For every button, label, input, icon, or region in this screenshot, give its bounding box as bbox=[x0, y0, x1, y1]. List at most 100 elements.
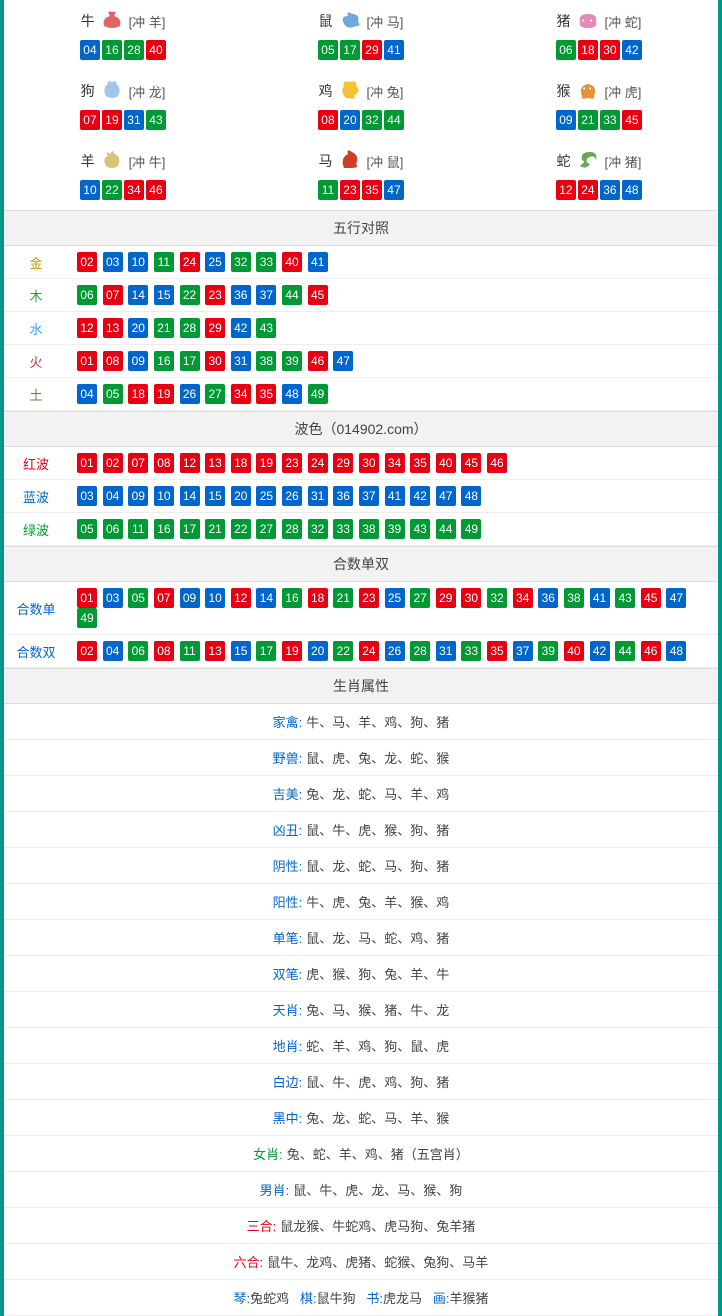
number-ball: 05 bbox=[318, 40, 338, 60]
number-ball: 16 bbox=[154, 351, 174, 371]
zodiac-numbers: 10223446 bbox=[4, 180, 242, 200]
number-ball: 25 bbox=[256, 486, 276, 506]
row-label: 绿波 bbox=[4, 513, 68, 546]
number-ball: 19 bbox=[102, 110, 122, 130]
attr-value: 兔、马、猴、猪、牛、龙 bbox=[306, 1003, 449, 1018]
number-ball: 10 bbox=[128, 252, 148, 272]
number-ball: 08 bbox=[318, 110, 338, 130]
row-numbers: 01 03 05 07 09 10 12 14 16 18 21 23 25 2… bbox=[68, 582, 718, 635]
number-ball: 20 bbox=[128, 318, 148, 338]
number-ball: 32 bbox=[487, 588, 507, 608]
footer-key: 书: bbox=[366, 1291, 383, 1306]
row-label: 蓝波 bbox=[4, 480, 68, 513]
row-label: 土 bbox=[4, 378, 68, 411]
attr-label: 家禽: bbox=[273, 715, 303, 730]
number-ball: 22 bbox=[180, 285, 200, 305]
number-ball: 02 bbox=[77, 252, 97, 272]
number-ball: 34 bbox=[385, 453, 405, 473]
attr-label: 单笔: bbox=[273, 931, 303, 946]
number-ball: 19 bbox=[256, 453, 276, 473]
number-ball: 28 bbox=[180, 318, 200, 338]
number-ball: 14 bbox=[256, 588, 276, 608]
zodiac-numbers: 04162840 bbox=[4, 40, 242, 60]
number-ball: 41 bbox=[590, 588, 610, 608]
bose-header: 波色（014902.com） bbox=[4, 412, 718, 447]
number-ball: 19 bbox=[154, 384, 174, 404]
zodiac-numbers: 09213345 bbox=[480, 110, 718, 130]
number-ball: 31 bbox=[124, 110, 144, 130]
table-row: 绿波05 06 11 16 17 21 22 27 28 32 33 38 39… bbox=[4, 513, 718, 546]
attr-value: 鼠、牛、虎、鸡、狗、猪 bbox=[306, 1075, 449, 1090]
number-ball: 34 bbox=[513, 588, 533, 608]
footer-value: 羊猴猪 bbox=[450, 1291, 489, 1306]
number-ball: 28 bbox=[124, 40, 144, 60]
zodiac-clash: [冲 兔] bbox=[367, 82, 404, 101]
attr-label: 凶丑: bbox=[273, 823, 303, 838]
zodiac-cell: 猴[冲 虎]09213345 bbox=[480, 70, 718, 140]
attr-row: 阴性:鼠、龙、蛇、马、狗、猪 bbox=[4, 848, 718, 884]
number-ball: 36 bbox=[333, 486, 353, 506]
row-numbers: 03 04 09 10 14 15 20 25 26 31 36 37 41 4… bbox=[68, 480, 718, 513]
row-numbers: 04 05 18 19 26 27 34 35 48 49 bbox=[68, 378, 718, 411]
number-ball: 33 bbox=[600, 110, 620, 130]
zodiac-name: 蛇 bbox=[557, 151, 571, 171]
attr-label: 男肖: bbox=[260, 1183, 290, 1198]
bose-table: 波色（014902.com） 红波01 02 07 08 12 13 18 19… bbox=[4, 411, 718, 546]
number-ball: 47 bbox=[333, 351, 353, 371]
attr-value: 牛、虎、兔、羊、猴、鸡 bbox=[306, 895, 449, 910]
attr-value: 鼠、牛、虎、龙、马、猴、狗 bbox=[293, 1183, 462, 1198]
number-ball: 16 bbox=[282, 588, 302, 608]
row-label: 红波 bbox=[4, 447, 68, 480]
number-ball: 37 bbox=[256, 285, 276, 305]
number-ball: 46 bbox=[308, 351, 328, 371]
row-numbers: 01 02 07 08 12 13 18 19 23 24 29 30 34 3… bbox=[68, 447, 718, 480]
number-ball: 45 bbox=[641, 588, 661, 608]
number-ball: 14 bbox=[180, 486, 200, 506]
number-ball: 35 bbox=[487, 641, 507, 661]
number-ball: 44 bbox=[282, 285, 302, 305]
number-ball: 04 bbox=[80, 40, 100, 60]
zodiac-clash: [冲 羊] bbox=[129, 12, 166, 31]
number-ball: 28 bbox=[282, 519, 302, 539]
number-ball: 34 bbox=[231, 384, 251, 404]
zodiac-numbers: 12243648 bbox=[480, 180, 718, 200]
number-ball: 11 bbox=[154, 252, 174, 272]
wuxing-header: 五行对照 bbox=[4, 211, 718, 246]
number-ball: 49 bbox=[77, 608, 97, 628]
number-ball: 40 bbox=[282, 252, 302, 272]
number-ball: 41 bbox=[385, 486, 405, 506]
number-ball: 05 bbox=[128, 588, 148, 608]
number-ball: 10 bbox=[80, 180, 100, 200]
zodiac-clash: [冲 鼠] bbox=[367, 152, 404, 171]
number-ball: 15 bbox=[205, 486, 225, 506]
number-ball: 19 bbox=[282, 641, 302, 661]
number-ball: 48 bbox=[622, 180, 642, 200]
row-label: 金 bbox=[4, 246, 68, 279]
zodiac-clash: [冲 龙] bbox=[129, 82, 166, 101]
number-ball: 39 bbox=[538, 641, 558, 661]
number-ball: 36 bbox=[538, 588, 558, 608]
number-ball: 45 bbox=[308, 285, 328, 305]
number-ball: 43 bbox=[146, 110, 166, 130]
zodiac-clash: [冲 马] bbox=[367, 12, 404, 31]
number-ball: 18 bbox=[578, 40, 598, 60]
number-ball: 48 bbox=[666, 641, 686, 661]
attr-row: 六合:鼠牛、龙鸡、虎猪、蛇猴、兔狗、马羊 bbox=[4, 1244, 718, 1280]
pig-icon bbox=[573, 8, 603, 35]
number-ball: 10 bbox=[154, 486, 174, 506]
number-ball: 44 bbox=[615, 641, 635, 661]
zodiac-name: 羊 bbox=[81, 151, 95, 171]
attr-label: 六合: bbox=[234, 1255, 264, 1270]
number-ball: 49 bbox=[461, 519, 481, 539]
attr-label: 天肖: bbox=[273, 1003, 303, 1018]
zodiac-name: 猴 bbox=[557, 81, 571, 101]
number-ball: 43 bbox=[256, 318, 276, 338]
attr-value: 兔、龙、蛇、马、羊、鸡 bbox=[306, 787, 449, 802]
number-ball: 27 bbox=[205, 384, 225, 404]
row-numbers: 12 13 20 21 28 29 42 43 bbox=[68, 312, 718, 345]
number-ball: 06 bbox=[103, 519, 123, 539]
number-ball: 07 bbox=[103, 285, 123, 305]
zodiac-clash: [冲 猪] bbox=[605, 152, 642, 171]
row-numbers: 02 03 10 11 24 25 32 33 40 41 bbox=[68, 246, 718, 279]
attr-label: 双笔: bbox=[273, 967, 303, 982]
